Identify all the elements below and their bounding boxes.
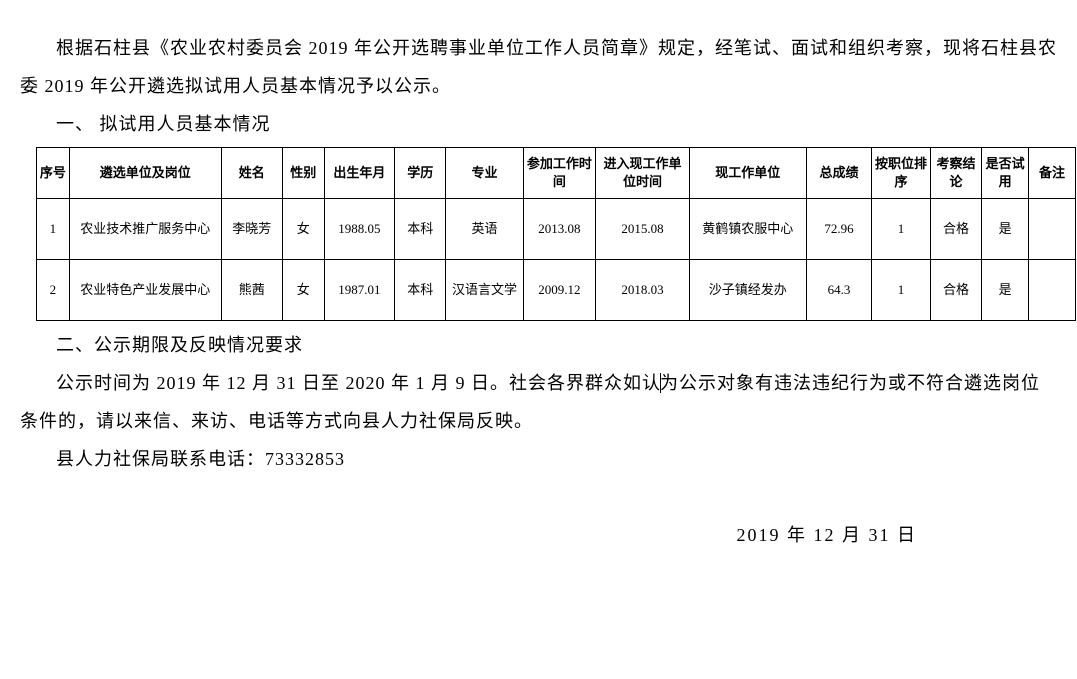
cell-r0-c8: 2015.08 <box>596 199 690 260</box>
col-header-14: 备注 <box>1029 148 1076 199</box>
col-header-5: 学历 <box>394 148 445 199</box>
cell-r1-c8: 2018.03 <box>596 260 690 321</box>
col-header-12: 考察结论 <box>930 148 981 199</box>
candidates-table: 序号遴选单位及岗位姓名性别出生年月学历专业参加工作时间进入现工作单位时间现工作单… <box>36 147 1076 321</box>
table-body: 1农业技术推广服务中心李晓芳女1988.05本科英语2013.082015.08… <box>37 199 1076 321</box>
cell-r1-c2: 熊茜 <box>221 260 282 321</box>
cell-r1-c10: 64.3 <box>806 260 872 321</box>
col-header-9: 现工作单位 <box>689 148 806 199</box>
cell-r0-c12: 合格 <box>930 199 981 260</box>
section-heading-1: 一、 拟试用人员基本情况 <box>20 106 1057 144</box>
cell-r0-c13: 是 <box>982 199 1029 260</box>
cell-r0-c1: 农业技术推广服务中心 <box>69 199 221 260</box>
cell-r0-c14 <box>1029 199 1076 260</box>
section-heading-2: 二、公示期限及反映情况要求 <box>20 327 1057 365</box>
col-header-8: 进入现工作单位时间 <box>596 148 690 199</box>
cell-r1-c14 <box>1029 260 1076 321</box>
cell-r0-c0: 1 <box>37 199 70 260</box>
cell-r1-c3: 女 <box>282 260 324 321</box>
col-header-3: 性别 <box>282 148 324 199</box>
date-line: 2019 年 12 月 31 日 <box>20 517 1057 555</box>
cell-r0-c9: 黄鹤镇农服中心 <box>689 199 806 260</box>
col-header-7: 参加工作时间 <box>523 148 596 199</box>
cell-r1-c13: 是 <box>982 260 1029 321</box>
cell-r1-c12: 合格 <box>930 260 981 321</box>
notice-text-a: 公示时间为 2019 年 12 月 31 日至 2020 年 1 月 9 日。社… <box>56 373 661 393</box>
cell-r1-c11: 1 <box>872 260 931 321</box>
cell-r1-c1: 农业特色产业发展中心 <box>69 260 221 321</box>
col-header-13: 是否试用 <box>982 148 1029 199</box>
col-header-6: 专业 <box>446 148 523 199</box>
cell-r0-c10: 72.96 <box>806 199 872 260</box>
cell-r0-c6: 英语 <box>446 199 523 260</box>
col-header-1: 遴选单位及岗位 <box>69 148 221 199</box>
cell-r1-c9: 沙子镇经发办 <box>689 260 806 321</box>
cell-r1-c6: 汉语言文学 <box>446 260 523 321</box>
cell-r0-c7: 2013.08 <box>523 199 596 260</box>
paragraph-contact: 县人力社保局联系电话：73332853 <box>20 441 1057 479</box>
col-header-4: 出生年月 <box>324 148 394 199</box>
cell-r0-c3: 女 <box>282 199 324 260</box>
cell-r1-c4: 1987.01 <box>324 260 394 321</box>
paragraph-intro: 根据石柱县《农业农村委员会 2019 年公开选聘事业单位工作人员简章》规定，经笔… <box>20 30 1057 106</box>
cell-r0-c11: 1 <box>872 199 931 260</box>
cell-r0-c2: 李晓芳 <box>221 199 282 260</box>
cell-r1-c7: 2009.12 <box>523 260 596 321</box>
col-header-10: 总成绩 <box>806 148 872 199</box>
cell-r1-c5: 本科 <box>394 260 445 321</box>
col-header-0: 序号 <box>37 148 70 199</box>
table-row: 2农业特色产业发展中心熊茜女1987.01本科汉语言文学2009.122018.… <box>37 260 1076 321</box>
document-body: 根据石柱县《农业农村委员会 2019 年公开选聘事业单位工作人员简章》规定，经笔… <box>0 0 1077 592</box>
table-header-row: 序号遴选单位及岗位姓名性别出生年月学历专业参加工作时间进入现工作单位时间现工作单… <box>37 148 1076 199</box>
cell-r0-c5: 本科 <box>394 199 445 260</box>
col-header-11: 按职位排序 <box>872 148 931 199</box>
table-row: 1农业技术推广服务中心李晓芳女1988.05本科英语2013.082015.08… <box>37 199 1076 260</box>
col-header-2: 姓名 <box>221 148 282 199</box>
cell-r1-c0: 2 <box>37 260 70 321</box>
paragraph-notice: 公示时间为 2019 年 12 月 31 日至 2020 年 1 月 9 日。社… <box>20 365 1057 441</box>
cell-r0-c4: 1988.05 <box>324 199 394 260</box>
